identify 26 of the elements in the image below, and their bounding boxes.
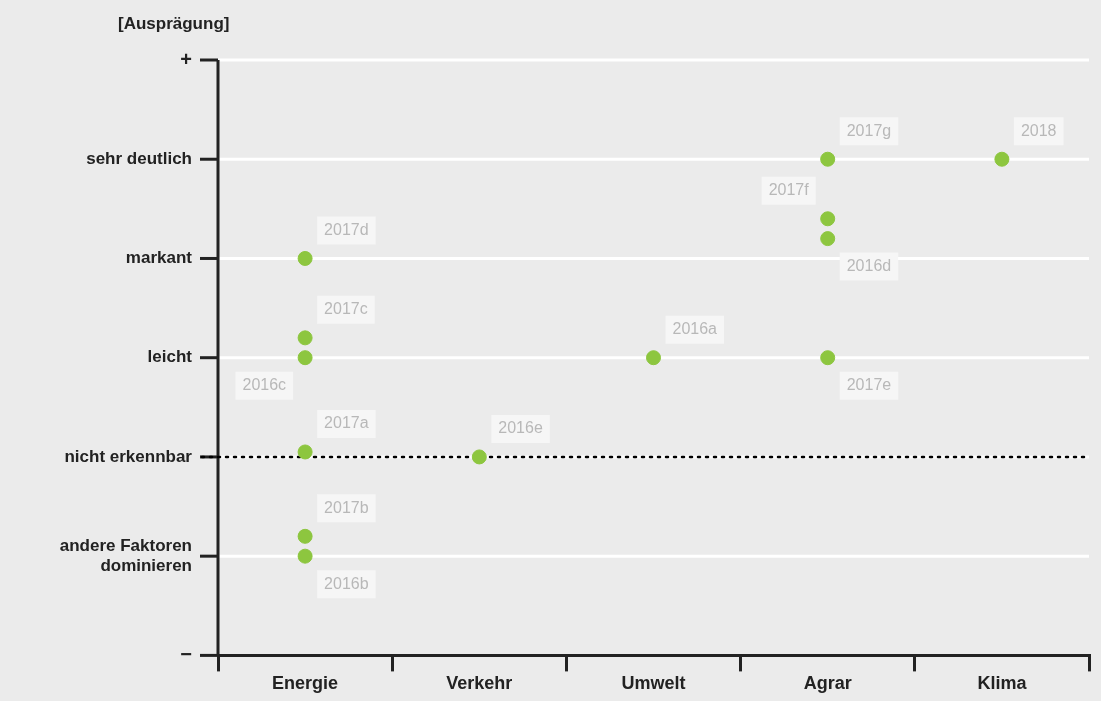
annotation: 2016a xyxy=(672,320,718,338)
x-tick-label: Energie xyxy=(272,673,339,694)
text: sehr deutlich xyxy=(86,148,192,168)
text: − xyxy=(180,642,192,665)
x-tick-label: Agrar xyxy=(803,673,852,694)
annotation: 2017c xyxy=(324,300,368,318)
text: leicht xyxy=(147,347,193,367)
annotation: 2016e xyxy=(498,419,543,437)
annotation: 2017e xyxy=(846,376,892,394)
text: [Ausprägung] xyxy=(118,14,230,34)
text: nicht erkennbar xyxy=(64,446,193,466)
annotation: 2017b xyxy=(324,498,369,516)
x-tick-label: Verkehr xyxy=(446,673,513,694)
annotation: 2017a xyxy=(324,414,369,432)
annotation: 2017g xyxy=(846,121,892,139)
annotation: 2016c xyxy=(242,376,287,394)
x-tick-label: Klima xyxy=(977,673,1028,694)
annotation: 2017d xyxy=(324,220,369,238)
annotation: 2016d xyxy=(846,257,892,275)
annotation: 2018 xyxy=(1020,121,1057,139)
annotation: 2017f xyxy=(768,181,810,199)
text: + xyxy=(180,47,192,70)
annotation: 2016b xyxy=(324,574,369,592)
text: andere Faktoren dominieren xyxy=(59,535,192,575)
x-tick-label: Umwelt xyxy=(621,673,686,694)
text: markant xyxy=(125,248,193,268)
